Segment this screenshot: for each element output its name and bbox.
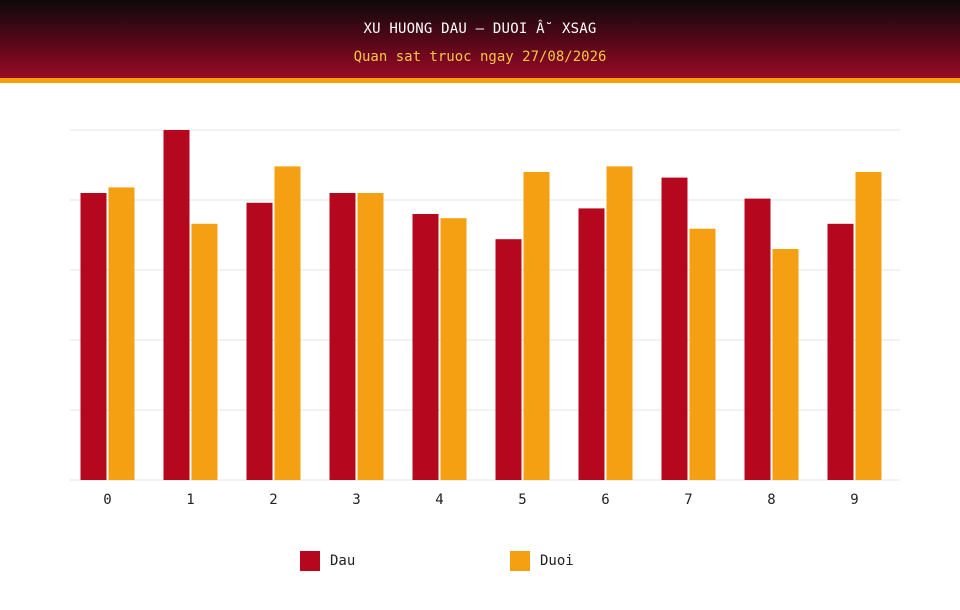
legend-label-duoi: Duoi xyxy=(540,553,574,569)
chart-subtitle: Quan sat truoc ngay 27/08/2026 xyxy=(353,49,607,65)
legend-swatch-duoi xyxy=(510,551,530,571)
x-tick-label: 8 xyxy=(767,492,775,508)
bar-dau-9[interactable] xyxy=(827,223,854,481)
x-tick-label: 0 xyxy=(103,492,111,508)
bar-duoi-6[interactable] xyxy=(606,166,633,480)
bar-duoi-8[interactable] xyxy=(772,249,799,480)
x-tick-label: 6 xyxy=(601,492,609,508)
bar-duoi-3[interactable] xyxy=(357,193,384,480)
bar-chart: 0 1 2 3 4 5 6 7 8 9 xyxy=(70,129,900,508)
legend: Dau Duoi xyxy=(0,550,960,572)
x-tick-label: 5 xyxy=(518,492,526,508)
bar-dau-3[interactable] xyxy=(329,193,356,480)
legend-swatch-dau xyxy=(300,551,320,571)
legend-item-duoi[interactable]: Duoi xyxy=(510,550,574,572)
legend-label-dau: Dau xyxy=(330,553,356,569)
x-tick-label: 1 xyxy=(186,492,194,508)
bar-duoi-4[interactable] xyxy=(440,218,467,480)
bar-dau-4[interactable] xyxy=(412,214,439,480)
bar-dau-2[interactable] xyxy=(246,202,273,481)
chart-title: XU HUONG DAU – DUOI Â˘ XSAG xyxy=(363,21,597,37)
chart-header: XU HUONG DAU – DUOI Â˘ XSAG Quan sat tru… xyxy=(0,0,960,78)
bar-duoi-9[interactable] xyxy=(855,172,882,480)
bar-dau-6[interactable] xyxy=(578,208,605,480)
x-tick-label: 7 xyxy=(684,492,692,508)
bar-dau-1[interactable] xyxy=(163,130,190,480)
bar-duoi-5[interactable] xyxy=(523,172,550,480)
header-accent-stripe xyxy=(0,78,960,83)
legend-item-dau[interactable]: Dau xyxy=(300,550,355,572)
bar-dau-0[interactable] xyxy=(80,193,107,480)
x-tick-label: 2 xyxy=(269,492,277,508)
bar-duoi-0[interactable] xyxy=(108,187,135,480)
bar-dau-5[interactable] xyxy=(495,239,522,480)
x-tick-label: 4 xyxy=(435,492,443,508)
bar-dau-8[interactable] xyxy=(744,198,771,480)
bar-duoi-7[interactable] xyxy=(689,228,716,480)
bar-duoi-1[interactable] xyxy=(191,223,218,481)
bar-duoi-2[interactable] xyxy=(274,166,301,480)
x-tick-label: 9 xyxy=(850,492,858,508)
bar-dau-7[interactable] xyxy=(661,177,688,480)
x-tick-label: 3 xyxy=(352,492,360,508)
